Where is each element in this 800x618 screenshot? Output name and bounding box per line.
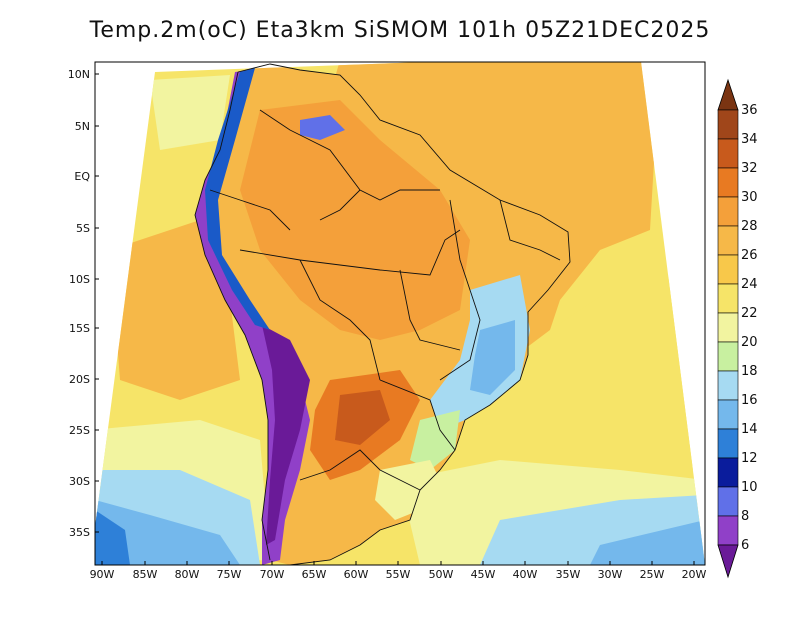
border-ecuador-peru bbox=[209, 189, 291, 231]
lon-label: 90W bbox=[90, 568, 115, 581]
longitude-axis: 90W 85W 80W 75W 70W 65W 60W 55W 50W 45W … bbox=[90, 561, 707, 581]
colorbar-label: 30 bbox=[741, 190, 758, 205]
colorbar-label: 20 bbox=[741, 335, 758, 350]
colorbar-segment bbox=[717, 283, 739, 314]
lat-label: 10S bbox=[69, 273, 90, 286]
latitude-axis: 10N 5N EQ 5S 10S 15S 20S 25S 30S 35S bbox=[68, 68, 99, 539]
colorbar-segment bbox=[717, 109, 739, 140]
colorbar-label: 26 bbox=[741, 248, 758, 263]
colorbar-segment bbox=[717, 457, 739, 488]
lon-label: 25W bbox=[640, 568, 665, 581]
border-brazil-states-3 bbox=[499, 199, 561, 261]
land-hottest-chaco bbox=[335, 390, 390, 445]
lon-label: 60W bbox=[344, 568, 369, 581]
colorbar-label: 12 bbox=[741, 451, 758, 466]
ocean-warm-pacific bbox=[110, 220, 240, 400]
andes-slope-cold bbox=[205, 68, 270, 330]
colorbar-label: 32 bbox=[741, 161, 758, 176]
lon-label: 70W bbox=[260, 568, 285, 581]
lat-label: 35S bbox=[69, 526, 90, 539]
colorbar-label: 34 bbox=[741, 132, 758, 147]
land-cold-guiana-highlands bbox=[300, 115, 345, 140]
colorbar-label: 6 bbox=[741, 538, 749, 553]
border-argentina bbox=[299, 449, 421, 491]
land-cooler-southeast-highlands bbox=[470, 320, 515, 395]
lat-label: 25S bbox=[69, 424, 90, 437]
temperature-field bbox=[95, 62, 705, 565]
land-mild-south-brazil bbox=[410, 410, 460, 470]
lon-label: 65W bbox=[302, 568, 327, 581]
lat-label: 15S bbox=[69, 322, 90, 335]
colorbar-segment bbox=[717, 196, 739, 227]
lon-label: 20W bbox=[682, 568, 707, 581]
colorbar-bottom-arrow bbox=[717, 544, 739, 579]
map-frame bbox=[94, 61, 706, 566]
lon-label: 55W bbox=[386, 568, 411, 581]
lat-label: 20S bbox=[69, 373, 90, 386]
lat-label: 30S bbox=[69, 475, 90, 488]
lat-label: 5N bbox=[75, 120, 90, 133]
coastline-west bbox=[194, 71, 271, 561]
ocean-coldest-pacific bbox=[95, 510, 130, 565]
lon-label: 85W bbox=[133, 568, 158, 581]
lon-label: 30W bbox=[598, 568, 623, 581]
andes-coldest bbox=[262, 325, 310, 545]
lat-label: 5S bbox=[76, 222, 90, 235]
colorbar-segment bbox=[717, 254, 739, 285]
colorbar-segment bbox=[717, 225, 739, 256]
border-paraguay bbox=[379, 379, 456, 451]
ocean-colder-south-atlantic bbox=[590, 520, 705, 565]
lon-label: 35W bbox=[556, 568, 581, 581]
colorbar-top-arrow bbox=[717, 78, 739, 111]
colorbar-segment bbox=[717, 370, 739, 401]
colorbar-segment bbox=[717, 312, 739, 343]
lon-label: 80W bbox=[175, 568, 200, 581]
colorbar-label: 14 bbox=[741, 422, 758, 437]
border-bolivia bbox=[299, 259, 381, 381]
lon-label: 50W bbox=[429, 568, 454, 581]
ocean-colder-pacific bbox=[95, 500, 240, 565]
colorbar-label: 16 bbox=[741, 393, 758, 408]
colorbar-segment bbox=[717, 486, 739, 517]
land-warm-core bbox=[240, 100, 470, 340]
colorbar: 36 34 32 30 28 26 24 22 20 18 16 14 12 1… bbox=[717, 78, 758, 579]
colorbar-segment bbox=[717, 428, 739, 459]
land-mild-uruguay bbox=[375, 460, 440, 520]
lon-label: 40W bbox=[513, 568, 538, 581]
border-brazil-states-4 bbox=[319, 189, 361, 221]
map-title: Temp.2m(oC) Eta3km SiSMOM 101h 05Z21DEC2… bbox=[89, 18, 711, 43]
coastline-east bbox=[237, 63, 571, 565]
lat-label: 10N bbox=[68, 68, 90, 81]
colorbar-label: 36 bbox=[741, 103, 758, 118]
colorbar-segment bbox=[717, 138, 739, 169]
colorbar-segment bbox=[717, 341, 739, 372]
lon-label: 45W bbox=[471, 568, 496, 581]
ocean-caribbean-cool bbox=[150, 75, 230, 150]
colorbar-segment bbox=[717, 399, 739, 430]
lon-label: 75W bbox=[217, 568, 242, 581]
colorbar-label: 8 bbox=[741, 509, 749, 524]
colorbar-label: 10 bbox=[741, 480, 758, 495]
colorbar-segment bbox=[717, 167, 739, 198]
border-brazil-states-1 bbox=[439, 199, 481, 381]
colorbar-label: 22 bbox=[741, 306, 758, 321]
colorbar-label: 28 bbox=[741, 219, 758, 234]
colorbar-segment bbox=[717, 515, 739, 546]
political-borders bbox=[194, 63, 571, 565]
ocean-mid-atlantic bbox=[470, 270, 705, 470]
lat-label: EQ bbox=[74, 170, 90, 183]
colorbar-label: 18 bbox=[741, 364, 758, 379]
border-brazil-states-2 bbox=[399, 269, 461, 351]
colorbar-label: 24 bbox=[741, 277, 758, 292]
